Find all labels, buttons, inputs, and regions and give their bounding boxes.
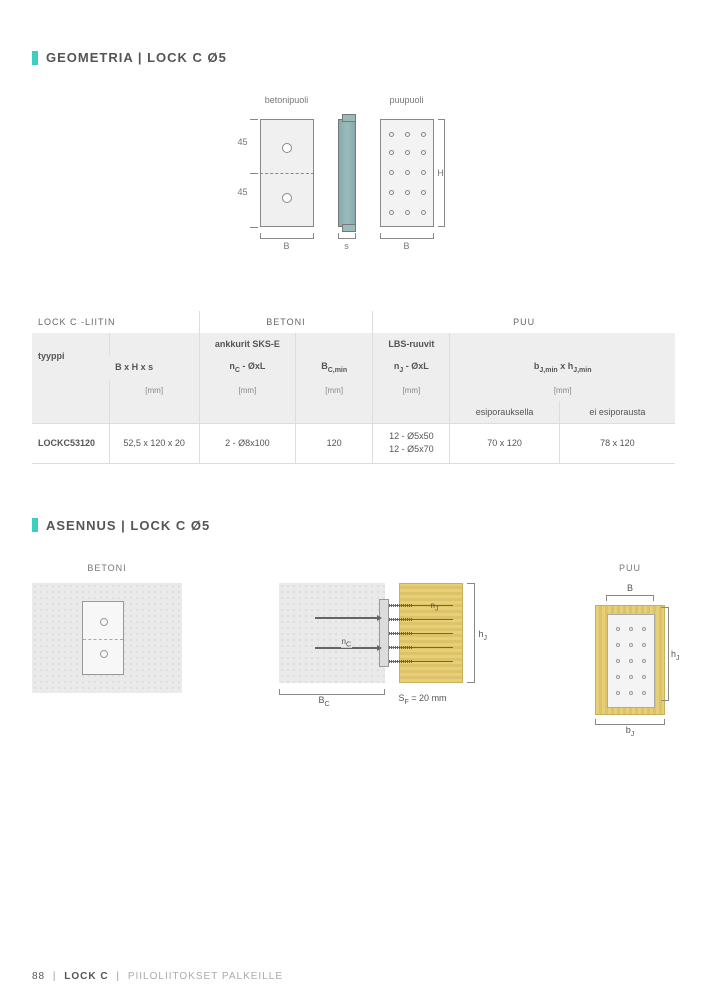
dim-45-a: 45 <box>232 137 254 147</box>
footer-desc: PIILOLIITOKSET PALKEILLE <box>128 971 283 982</box>
cell-nj: 12 - Ø5x5012 - Ø5x70 <box>373 423 450 463</box>
h-nj: nJ - ØxL <box>373 355 450 380</box>
dim-B-right: B <box>403 241 409 251</box>
concrete-block-diagram <box>32 583 182 693</box>
label-nj: nJ <box>431 601 439 613</box>
section-asennus-title: ASENNUS | LOCK C Ø5 <box>32 518 675 533</box>
table-header-row1: tyyppi ankkurit SKS-E LBS-ruuvit <box>32 333 675 355</box>
dim-H: H <box>434 119 448 227</box>
title-marker-icon <box>32 51 38 65</box>
label-B-top: B <box>585 583 675 593</box>
geometry-diagram: betonipuoli 45 45 B s puupuoli <box>32 95 675 251</box>
plate-concrete: 45 45 <box>260 119 314 227</box>
cell-esi: 70 x 120 <box>450 423 559 463</box>
col-noesi: ei esiporausta <box>559 401 675 424</box>
cross-section-diagram: nC nJ hJ BC SF = 20 mm <box>279 583 489 703</box>
col-esi: esiporauksella <box>450 401 559 424</box>
cell-bcmin: 120 <box>296 423 373 463</box>
connector-profile <box>338 119 356 227</box>
group-betoni: BETONI <box>199 311 373 333</box>
dim-s: s <box>338 241 356 251</box>
title-marker-icon <box>32 518 38 532</box>
table-data-row: LOCKC53120 52,5 x 120 x 20 2 - Ø8x100 12… <box>32 423 675 463</box>
h-nc: nC - ØxL <box>199 355 295 380</box>
geometry-wood-column: puupuoli B H <box>380 95 448 251</box>
wood-end-diagram: B hJ bJ <box>585 583 675 738</box>
table-unit-row: [mm] [mm] [mm] [mm] [mm] <box>32 380 675 401</box>
cell-nc: 2 - Ø8x100 <box>199 423 295 463</box>
table-header-row2: B x H x s nC - ØxL BC,min nJ - ØxL bJ,mi… <box>32 355 675 380</box>
group-puu: PUU <box>373 311 675 333</box>
assembly-diagrams: BETONI nC nJ hJ BC SF = 20 mm <box>32 563 675 738</box>
group-liitin: LOCK C -LIITIN <box>32 311 199 333</box>
geometry-profile-column: s <box>338 95 356 251</box>
title-text: ASENNUS | LOCK C Ø5 <box>46 518 210 533</box>
label-sf: SF = 20 mm <box>399 693 447 706</box>
caption-betonipuoli: betonipuoli <box>265 95 309 107</box>
caption-puupuoli: puupuoli <box>389 95 423 107</box>
h-bhs: B x H x s <box>109 355 199 380</box>
asm-xsection-column: nC nJ hJ BC SF = 20 mm <box>279 563 489 703</box>
asm-concrete-column: BETONI <box>32 563 182 693</box>
section-geometria-title: GEOMETRIA | LOCK C Ø5 <box>32 50 675 65</box>
table-subcol-row: esiporauksella ei esiporausta <box>32 401 675 424</box>
plate-wood <box>380 119 434 227</box>
label-bc: BC <box>319 695 330 708</box>
h-anchors: ankkurit SKS-E <box>199 333 295 355</box>
label-bj: bJ <box>585 725 675 738</box>
title-text: GEOMETRIA | LOCK C Ø5 <box>46 50 227 65</box>
footer-name: LOCK C <box>64 971 108 982</box>
footer-page: 88 <box>32 971 45 982</box>
dim-45-b: 45 <box>232 187 254 197</box>
label-hj: hJ <box>479 629 488 642</box>
label-hj-wood: hJ <box>671 649 680 662</box>
h-bjhj: bJ,min x hJ,min <box>450 355 675 380</box>
geometry-concrete-column: betonipuoli 45 45 B <box>260 95 314 251</box>
cell-type: LOCKC53120 <box>32 423 109 463</box>
spec-table: LOCK C -LIITIN BETONI PUU tyyppi ankkuri… <box>32 311 675 464</box>
page-footer: 88 | LOCK C | PIILOLIITOKSET PALKEILLE <box>32 971 283 982</box>
label-nc: nC <box>341 637 353 649</box>
cell-noesi: 78 x 120 <box>559 423 675 463</box>
asm-wood-column: PUU B hJ bJ <box>585 563 675 738</box>
table-group-row: LOCK C -LIITIN BETONI PUU <box>32 311 675 333</box>
h-lbs: LBS-ruuvit <box>373 333 450 355</box>
h-bcmin: BC,min <box>296 355 373 380</box>
dim-B-left: B <box>283 241 289 251</box>
asm-caption-puu: PUU <box>619 563 641 573</box>
asm-caption-betoni: BETONI <box>87 563 126 573</box>
h-tyyppi: tyyppi <box>32 333 109 380</box>
cell-bhs: 52,5 x 120 x 20 <box>109 423 199 463</box>
